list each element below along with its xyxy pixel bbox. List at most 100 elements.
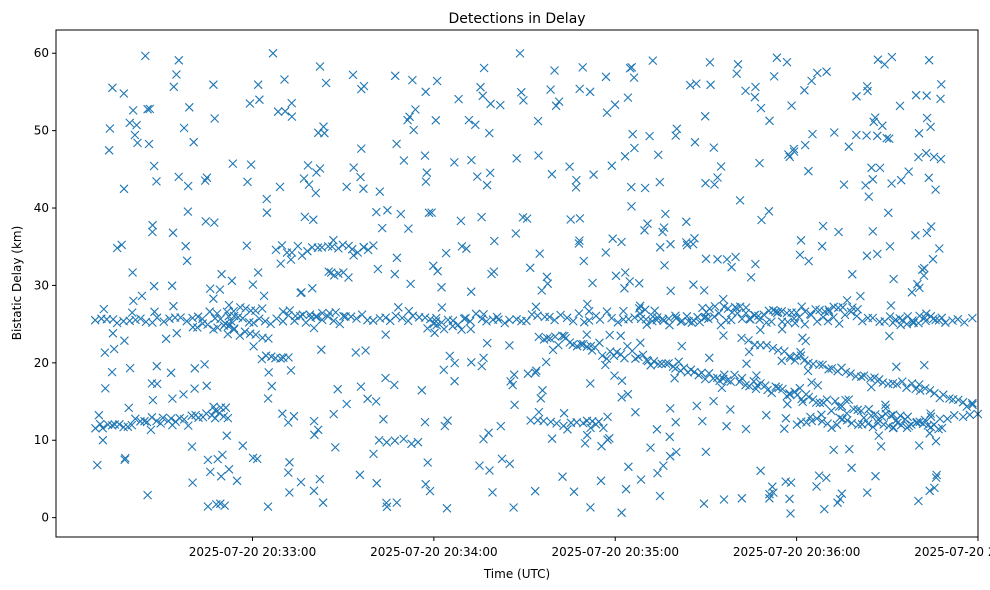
scatter-point — [217, 269, 226, 279]
scatter-point — [190, 384, 199, 393]
scatter-point — [741, 424, 751, 434]
scatter-point — [572, 175, 581, 185]
scatter-point — [439, 365, 449, 375]
scatter-point — [125, 363, 135, 373]
scatter-point — [201, 217, 211, 226]
scatter-point — [785, 389, 794, 398]
scatter-point — [542, 272, 552, 282]
scatter-point — [800, 307, 810, 316]
scatter-point — [238, 441, 248, 451]
scatter-point — [421, 177, 431, 186]
scatter-point — [406, 279, 415, 289]
scatter-point — [859, 413, 869, 423]
scatter-point — [931, 315, 940, 325]
scatter-point — [837, 401, 847, 411]
scatter-point — [920, 384, 930, 393]
scatter-point — [886, 301, 896, 310]
scatter-point — [932, 470, 942, 480]
chart-title: Detections in Delay — [448, 11, 585, 27]
scatter-point — [227, 276, 237, 286]
scatter-point — [629, 73, 639, 82]
scatter-point — [510, 400, 519, 410]
scatter-point — [827, 364, 837, 373]
scatter-point — [677, 341, 687, 351]
scatter-point — [811, 398, 821, 407]
x-tick-label: 2025-07-20 20:35:00 — [552, 545, 679, 559]
scatter-point — [666, 239, 675, 249]
y-tick-label: 30 — [34, 278, 49, 292]
scatter-point — [870, 113, 880, 122]
scatter-point — [623, 389, 633, 399]
scatter-point — [864, 192, 874, 201]
scatter-point — [765, 493, 774, 503]
scatter-point — [903, 412, 913, 422]
scatter-point — [399, 434, 409, 444]
scatter-point — [691, 79, 701, 88]
scatter-point — [559, 408, 569, 418]
scatter-point — [167, 281, 177, 291]
scatter-point — [800, 140, 810, 150]
scatter-point — [509, 370, 519, 380]
scatter-point — [462, 244, 471, 254]
scatter-point — [169, 82, 179, 92]
scatter-point — [815, 360, 824, 369]
scatter-point — [203, 320, 212, 329]
scatter-point — [487, 269, 496, 279]
scatter-point — [109, 344, 119, 354]
scatter-point — [285, 457, 294, 467]
scatter-point — [509, 503, 518, 512]
scatter-point — [920, 415, 930, 425]
scatter-point — [870, 410, 880, 419]
scatter-point — [617, 376, 627, 386]
scatter-point — [958, 412, 968, 422]
scatter-point — [771, 307, 780, 317]
scatter-point — [297, 251, 307, 260]
scatter-point — [643, 219, 652, 229]
scatter-point — [112, 318, 122, 328]
scatter-point — [307, 283, 317, 293]
scatter-point — [655, 491, 665, 501]
scatter-point — [833, 498, 842, 508]
scatter-point — [404, 306, 414, 316]
scatter-point — [571, 183, 581, 192]
scatter-point — [812, 482, 821, 491]
scatter-point — [746, 273, 756, 282]
scatter-point — [818, 360, 827, 370]
scatter-point — [652, 424, 662, 434]
scatter-point — [773, 307, 783, 317]
scatter-point — [759, 310, 769, 319]
scatter-point — [904, 167, 914, 176]
scatter-point — [797, 302, 807, 311]
scatter-point — [863, 419, 873, 429]
scatter-point — [534, 332, 544, 342]
scatter-point — [697, 368, 706, 378]
scatter-point — [895, 314, 905, 323]
scatter-point — [754, 311, 763, 321]
scatter-point — [213, 323, 222, 332]
scatter-point — [166, 368, 176, 378]
scatter-point — [329, 316, 339, 326]
scatter-point — [655, 242, 665, 252]
scatter-point — [260, 316, 270, 326]
scatter-point — [461, 313, 470, 323]
scatter-point — [798, 333, 807, 343]
scatter-point — [284, 353, 293, 362]
scatter-point — [634, 304, 644, 313]
scatter-point — [525, 263, 535, 273]
scatter-point — [625, 277, 635, 286]
scatter-point — [379, 414, 388, 424]
scatter-point — [545, 312, 554, 322]
scatter-point — [730, 302, 740, 312]
scatter-point — [443, 416, 452, 426]
scatter-point — [243, 177, 252, 187]
scatter-point — [299, 174, 309, 183]
scatter-point — [763, 385, 772, 395]
scatter-point — [928, 254, 938, 264]
scatter-point — [856, 406, 866, 416]
scatter-point — [420, 417, 430, 427]
scatter-point — [690, 137, 700, 147]
scatter-point — [935, 414, 945, 424]
scatter-point — [511, 229, 521, 238]
scatter-point — [829, 445, 839, 455]
scatter-point — [320, 128, 329, 138]
